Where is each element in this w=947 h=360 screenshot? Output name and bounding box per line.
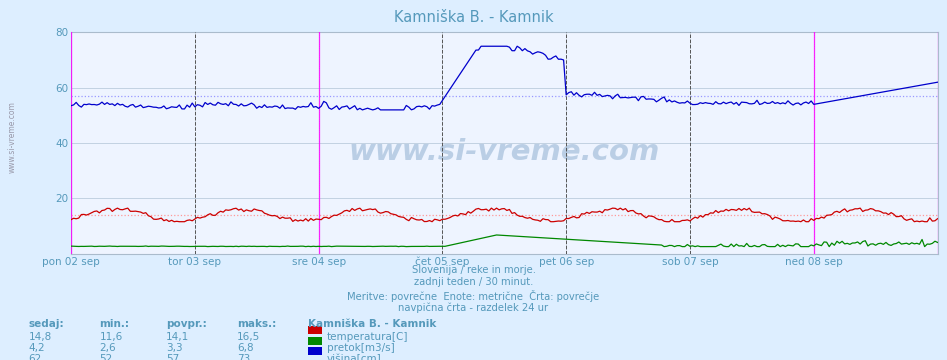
Text: zadnji teden / 30 minut.: zadnji teden / 30 minut. [414,277,533,287]
Text: Kamniška B. - Kamnik: Kamniška B. - Kamnik [394,10,553,25]
Text: 14,8: 14,8 [28,332,52,342]
Text: povpr.:: povpr.: [166,319,206,329]
Text: www.si-vreme.com: www.si-vreme.com [8,101,17,173]
Text: temperatura[C]: temperatura[C] [327,332,408,342]
Text: 4,2: 4,2 [28,343,45,353]
Text: Slovenija / reke in morje.: Slovenija / reke in morje. [412,265,535,275]
Text: 52: 52 [99,354,113,360]
Text: 3,3: 3,3 [166,343,183,353]
Text: Kamniška B. - Kamnik: Kamniška B. - Kamnik [308,319,437,329]
Text: www.si-vreme.com: www.si-vreme.com [348,138,660,166]
Text: 14,1: 14,1 [166,332,189,342]
Text: 11,6: 11,6 [99,332,123,342]
Text: 62: 62 [28,354,42,360]
Text: pretok[m3/s]: pretok[m3/s] [327,343,395,353]
Text: 73: 73 [237,354,250,360]
Text: višina[cm]: višina[cm] [327,354,382,360]
Text: 2,6: 2,6 [99,343,116,353]
Text: navpična črta - razdelek 24 ur: navpična črta - razdelek 24 ur [399,302,548,313]
Text: sedaj:: sedaj: [28,319,64,329]
Text: 16,5: 16,5 [237,332,260,342]
Text: Meritve: povrečne  Enote: metrične  Črta: povrečje: Meritve: povrečne Enote: metrične Črta: … [348,290,599,302]
Text: maks.:: maks.: [237,319,276,329]
Text: 6,8: 6,8 [237,343,254,353]
Text: 57: 57 [166,354,179,360]
Text: min.:: min.: [99,319,130,329]
